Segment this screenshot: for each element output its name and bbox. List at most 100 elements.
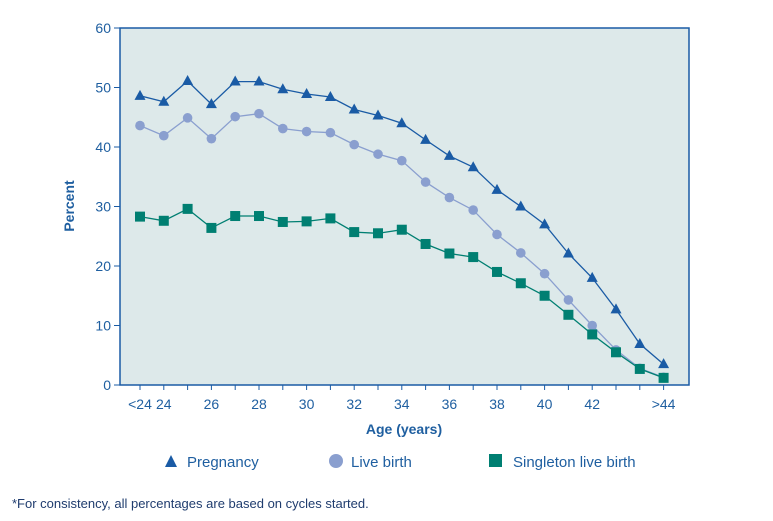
legend: Pregnancy Live birth Singleton live birt… <box>165 454 636 471</box>
live-birth-point <box>254 108 264 119</box>
live-birth-point <box>444 192 455 203</box>
singleton-live-birth-point <box>492 266 502 277</box>
live-birth-point <box>420 177 431 187</box>
x-tick-label: >44 <box>652 396 676 412</box>
live-birth-point <box>468 205 479 215</box>
live-birth-point <box>397 155 407 166</box>
singleton-live-birth-point <box>206 222 217 233</box>
live-birth-point <box>539 268 550 279</box>
pregnancy-point <box>301 88 313 99</box>
pregnancy-point <box>277 83 289 94</box>
legend-item-live-birth: Live birth <box>329 454 412 471</box>
y-tick-label: 50 <box>95 80 111 96</box>
y-tick-label: 10 <box>95 318 111 334</box>
singleton-live-birth-point <box>420 238 431 249</box>
legend-label-live-birth: Live birth <box>351 454 412 471</box>
x-tick-label: 38 <box>489 396 505 412</box>
singleton-live-birth-point <box>515 278 526 289</box>
y-tick-label: 0 <box>103 377 111 393</box>
live-birth-point <box>516 248 526 258</box>
legend-item-pregnancy: Pregnancy <box>165 454 259 471</box>
pregnancy-point <box>515 200 527 211</box>
pregnancy-point <box>182 74 194 85</box>
singleton-live-birth-point <box>301 216 312 227</box>
x-tick-label: 30 <box>299 396 315 412</box>
x-tick-label: 24 <box>156 396 172 412</box>
live-birth-point <box>182 113 193 123</box>
y-tick-label: 60 <box>95 20 111 36</box>
pregnancy-point <box>253 75 265 86</box>
pregnancy-point <box>396 117 408 128</box>
legend-label-singleton-live-birth: Singleton live birth <box>513 454 636 471</box>
pregnancy-point <box>539 218 551 229</box>
x-tick-label: <24 <box>128 396 152 412</box>
singleton-live-birth-point <box>254 211 264 222</box>
pregnancy-point <box>443 149 455 160</box>
singleton-live-birth-point <box>611 347 621 358</box>
singleton-live-birth-point <box>539 290 550 301</box>
pregnancy-point <box>420 133 432 144</box>
pregnancy-point <box>348 103 360 114</box>
live-birth-point <box>325 127 336 138</box>
live-birth-point <box>349 139 360 150</box>
singleton-live-birth-point <box>444 248 455 259</box>
pregnancy-point <box>491 183 503 194</box>
singleton-live-birth-point <box>563 309 574 320</box>
y-axis-title: Percent <box>61 180 77 232</box>
x-tick-label: 32 <box>346 396 362 412</box>
live-birth-point <box>230 111 240 122</box>
singleton-live-birth-point <box>658 372 669 383</box>
x-axis: <24 24 26 28 30 32 34 36 38 40 42 >44 <box>128 385 676 412</box>
pregnancy-point <box>562 247 574 258</box>
singleton-live-birth-point <box>349 227 360 238</box>
x-tick-label: 36 <box>442 396 458 412</box>
pregnancy-point <box>467 161 479 172</box>
series-layer <box>134 74 670 383</box>
x-tick-label: 40 <box>537 396 553 412</box>
pregnancy-point <box>372 109 384 120</box>
singleton-live-birth-point <box>325 213 336 224</box>
singleton-live-birth-point <box>587 329 598 340</box>
singleton-live-birth-point <box>373 228 383 239</box>
singleton-live-birth-point <box>182 203 193 214</box>
live-birth-point <box>563 295 574 305</box>
singleton-live-birth-point <box>230 211 241 222</box>
x-tick-label: 34 <box>394 396 410 412</box>
live-birth-point <box>587 320 597 331</box>
pregnancy-point <box>158 95 170 106</box>
singleton-live-birth-point <box>396 224 407 235</box>
x-axis-title: Age (years) <box>366 421 442 437</box>
pregnancy-point <box>324 91 336 102</box>
live-birth-point <box>206 133 217 144</box>
singleton-live-birth-point <box>135 211 145 222</box>
triangle-marker-icon <box>165 455 177 467</box>
legend-label-pregnancy: Pregnancy <box>187 454 259 471</box>
footnote: *For consistency, all percentages are ba… <box>12 496 369 511</box>
pregnancy-point <box>610 303 622 314</box>
pregnancy-point <box>134 89 146 100</box>
live-birth-point <box>278 123 288 134</box>
singleton-live-birth-point <box>634 363 645 374</box>
plot-area <box>119 27 690 386</box>
pregnancy-point <box>658 358 670 369</box>
x-tick-label: 42 <box>584 396 600 412</box>
live-birth-point <box>135 120 145 131</box>
y-tick-label: 40 <box>95 139 111 155</box>
legend-item-singleton-live-birth: Singleton live birth <box>489 454 636 471</box>
square-marker-icon <box>489 454 502 467</box>
pregnancy-point <box>634 337 646 348</box>
y-tick-label: 30 <box>95 199 111 215</box>
y-axis: 0 10 20 30 40 50 60 <box>95 20 120 393</box>
y-tick-label: 20 <box>95 258 111 274</box>
live-birth-point <box>492 229 502 240</box>
circle-marker-icon <box>329 454 343 468</box>
live-birth-point <box>159 130 169 141</box>
live-birth-point <box>373 149 383 159</box>
singleton-live-birth-point <box>158 215 169 226</box>
pregnancy-point <box>229 75 241 86</box>
singleton-live-birth-point <box>468 252 479 263</box>
x-tick-label: 26 <box>204 396 220 412</box>
pregnancy-point <box>205 98 217 109</box>
x-tick-label: 28 <box>251 396 267 412</box>
